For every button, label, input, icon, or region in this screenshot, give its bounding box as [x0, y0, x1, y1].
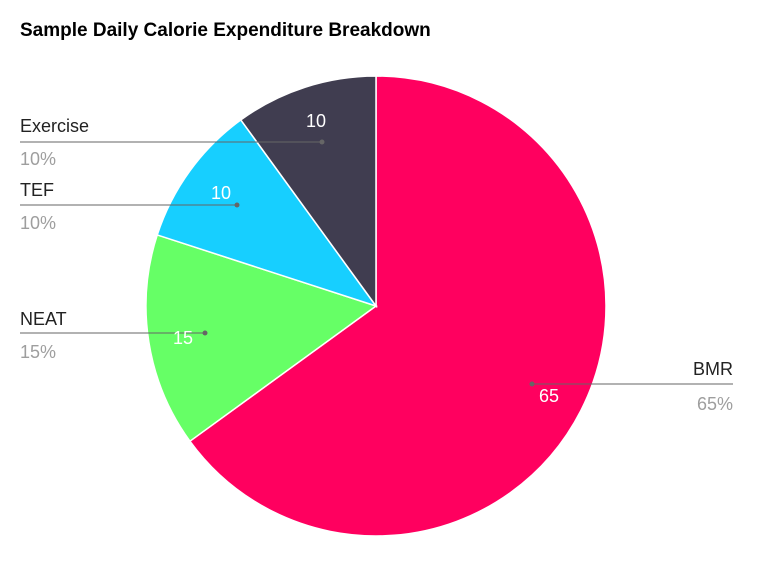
leader-dot-tef [234, 202, 240, 208]
category-label-exercise: Exercise [20, 116, 89, 136]
slice-labels: BMR 65% 65 NEAT 15% 15 TEF 10% 10 Exercise 10% 10 [20, 111, 733, 414]
category-label-bmr: BMR [693, 359, 733, 379]
category-label-tef: TEF [20, 180, 54, 200]
pie-slices [145, 75, 607, 537]
chart-title: Sample Daily Calorie Expenditure Breakdo… [20, 20, 431, 41]
leader-dot-bmr [529, 381, 535, 387]
pie-slice-tef [156, 118, 378, 308]
percent-label-bmr: 65% [697, 394, 733, 414]
percent-label-exercise: 10% [20, 149, 56, 169]
pie-slice-neat [145, 233, 378, 443]
pie-slice-bmr [188, 75, 607, 537]
value-label-tef: 10 [211, 183, 231, 203]
value-label-neat: 15 [173, 328, 193, 348]
percent-label-tef: 10% [20, 213, 56, 233]
leader-dot-neat [202, 330, 208, 336]
pie-slice-exercise [239, 75, 377, 309]
value-label-bmr: 65 [539, 386, 559, 406]
category-label-neat: NEAT [20, 309, 67, 329]
leader-lines [20, 139, 733, 387]
leader-dot-exercise [319, 139, 325, 145]
percent-label-neat: 15% [20, 342, 56, 362]
value-label-exercise: 10 [306, 111, 326, 131]
